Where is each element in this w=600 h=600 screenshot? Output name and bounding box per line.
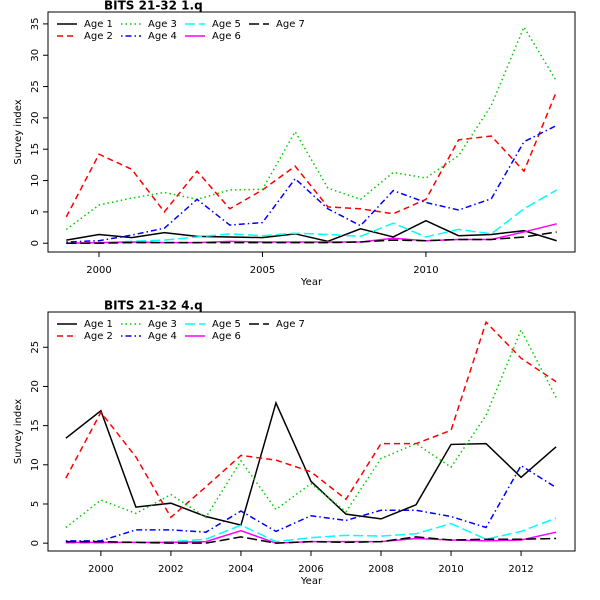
series-line: [66, 219, 557, 243]
legend-label: Age 6: [212, 31, 241, 42]
x-tick-label: 2000: [86, 265, 111, 276]
y-tick-label: 5: [30, 501, 41, 507]
x-tick-label: 2002: [158, 564, 183, 575]
x-axis-label: Year: [300, 277, 323, 288]
x-tick-label: 2000: [88, 564, 113, 575]
y-tick-label: 25: [30, 341, 41, 354]
series-line: [66, 124, 558, 243]
y-axis-label: Survey index: [13, 399, 24, 464]
y-tick-label: 5: [30, 209, 41, 215]
y-tick-label: 15: [30, 143, 41, 156]
series-line: [65, 90, 558, 218]
legend-label: Age 3: [148, 19, 177, 30]
legend-label: Age 7: [276, 319, 305, 330]
x-tick-label: 2012: [508, 564, 533, 575]
series-line: [66, 189, 558, 244]
series-line: [65, 536, 557, 544]
y-tick-label: 0: [30, 240, 41, 246]
x-tick-label: 2010: [413, 265, 438, 276]
title: BITS 21-32 1.q: [104, 0, 203, 13]
legend-label: Age 6: [212, 331, 241, 342]
y-tick-label: 15: [30, 419, 41, 432]
series-line: [66, 231, 557, 244]
y-tick-label: 35: [30, 18, 41, 31]
plot-frame: [47, 311, 576, 552]
x-tick-label: 2010: [438, 564, 463, 575]
series-line: [65, 517, 557, 544]
y-tick-label: 20: [30, 112, 41, 125]
legend-label: Age 4: [148, 31, 177, 42]
legend-label: Age 7: [276, 19, 305, 30]
legend-label: Age 2: [84, 31, 113, 42]
title: BITS 21-32 4.q: [104, 299, 203, 313]
series-line: [65, 320, 557, 519]
x-tick-label: 2006: [298, 564, 323, 575]
y-tick-label: 25: [30, 80, 41, 93]
y-tick-label: 20: [30, 380, 41, 393]
legend-label: Age 5: [212, 19, 241, 30]
legend-label: Age 4: [148, 331, 177, 342]
y-tick-label: 30: [30, 49, 41, 62]
legend-label: Age 2: [84, 331, 113, 342]
legend-label: Age 5: [212, 319, 241, 330]
legend-label: Age 1: [84, 319, 113, 330]
y-tick-label: 10: [30, 458, 41, 471]
y-tick-label: 10: [30, 174, 41, 187]
series-line: [65, 464, 557, 542]
series-line: [65, 400, 557, 527]
x-tick-label: 2004: [228, 564, 253, 575]
y-tick-label: 0: [30, 540, 41, 546]
series-line: [65, 25, 558, 231]
legend-label: Age 3: [148, 319, 177, 330]
plot-frame: [47, 11, 576, 253]
series-line: [65, 328, 557, 529]
x-tick-label: 2008: [368, 564, 393, 575]
x-tick-label: 2005: [250, 265, 275, 276]
x-axis-label: Year: [300, 576, 323, 587]
y-axis-label: Survey index: [13, 99, 24, 164]
legend-label: Age 1: [84, 19, 113, 30]
